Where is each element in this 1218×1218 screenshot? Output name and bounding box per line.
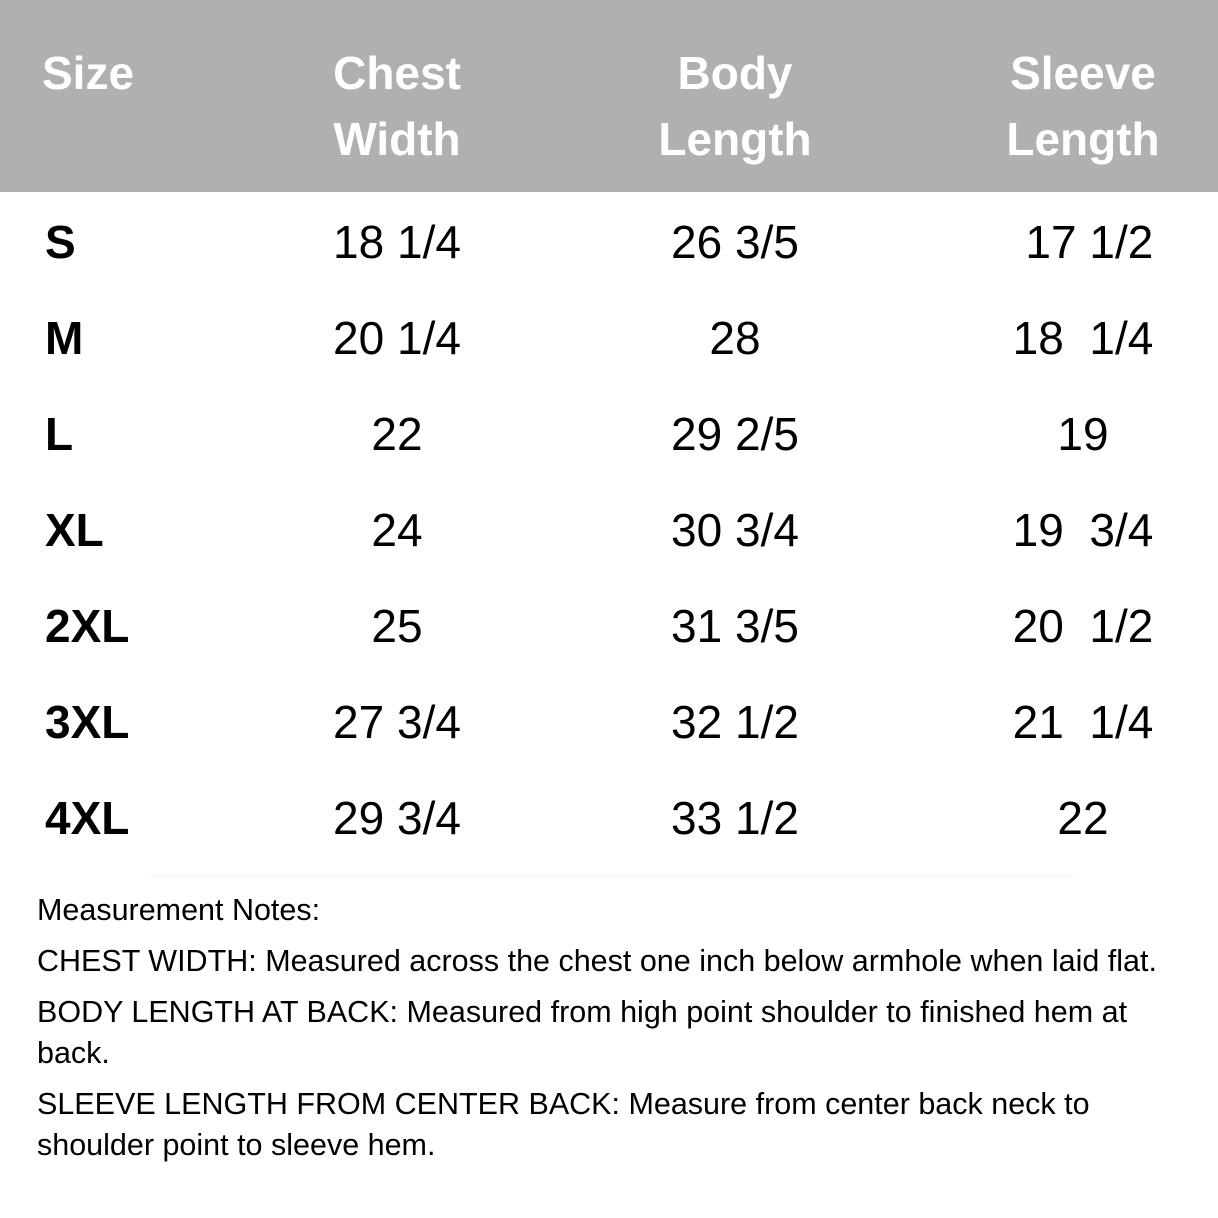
chest-width-cell: 29 3/4 xyxy=(333,792,461,844)
body-length-cell: 32 1/2 xyxy=(671,696,799,748)
body-length-cell: 28 xyxy=(709,312,761,364)
note-label: BODY LENGTH AT BACK: xyxy=(37,995,399,1029)
table-row: XL 24 30 3/4 19 3/4 xyxy=(0,482,1218,578)
chest-width-cell: 22 xyxy=(371,408,423,460)
size-cell: L xyxy=(45,408,74,460)
chest-width-cell: 24 xyxy=(371,504,423,556)
chest-width-cell: 27 3/4 xyxy=(333,696,461,748)
body-length-cell: 33 1/2 xyxy=(671,792,799,844)
note-label: SLEEVE LENGTH FROM CENTER BACK: xyxy=(37,1087,620,1121)
size-cell: 2XL xyxy=(45,600,130,652)
table-row: S 18 1/4 26 3/5 17 1/2 xyxy=(0,194,1218,290)
chest-width-cell: 20 1/4 xyxy=(333,312,461,364)
header-size: Size xyxy=(42,47,135,99)
notes-title: Measurement Notes: xyxy=(37,893,321,927)
body-length-cell: 31 3/5 xyxy=(671,600,799,652)
table-header: Size Chest Width Body Length Sleeve Leng… xyxy=(0,0,1218,192)
divider xyxy=(150,876,1075,877)
header-body-length: Body Length xyxy=(658,47,812,165)
sleeve-length-cell: 17 1/2 xyxy=(1012,216,1154,268)
sleeve-length-cell: 19 xyxy=(1057,408,1109,460)
note-body-length: BODY LENGTH AT BACK: Measured from high … xyxy=(37,992,1187,1074)
table-row: 2XL 25 31 3/5 20 1/2 xyxy=(0,578,1218,674)
sleeve-length-cell: 21 1/4 xyxy=(1012,696,1154,748)
table-row: 3XL 27 3/4 32 1/2 21 1/4 xyxy=(0,674,1218,770)
note-text: Measured from high point shoulder to fin… xyxy=(37,995,1128,1070)
table-row: M 20 1/4 28 18 1/4 xyxy=(0,290,1218,386)
chest-width-cell: 18 1/4 xyxy=(333,216,461,268)
header-sleeve-length: Sleeve Length xyxy=(1006,47,1160,165)
size-cell: 3XL xyxy=(45,696,130,748)
measurement-notes: Measurement Notes: CHEST WIDTH: Measured… xyxy=(37,890,1187,1176)
note-sleeve-length: SLEEVE LENGTH FROM CENTER BACK: Measure … xyxy=(37,1084,1187,1166)
size-cell: M xyxy=(45,312,84,364)
body-length-cell: 26 3/5 xyxy=(671,216,799,268)
header-chest-width: Chest Width xyxy=(333,47,461,165)
note-chest-width: CHEST WIDTH: Measured across the chest o… xyxy=(37,941,1187,982)
chest-width-cell: 25 xyxy=(371,600,423,652)
note-text: Measure from center back neck to shoulde… xyxy=(37,1087,1090,1162)
note-label: CHEST WIDTH: xyxy=(37,944,257,978)
sleeve-length-cell: 18 1/4 xyxy=(1012,312,1154,364)
size-cell: XL xyxy=(45,504,104,556)
table-row: 4XL 29 3/4 33 1/2 22 xyxy=(0,770,1218,866)
body-length-cell: 30 3/4 xyxy=(671,504,799,556)
sleeve-length-cell: 20 1/2 xyxy=(1012,600,1154,652)
sleeve-length-cell: 19 3/4 xyxy=(1012,504,1154,556)
sleeve-length-cell: 22 xyxy=(1057,792,1109,844)
size-cell: S xyxy=(45,216,76,268)
size-cell: 4XL xyxy=(45,792,130,844)
body-length-cell: 29 2/5 xyxy=(671,408,799,460)
table-row: L 22 29 2/5 19 xyxy=(0,386,1218,482)
note-text: Measured across the chest one inch below… xyxy=(256,944,1157,978)
